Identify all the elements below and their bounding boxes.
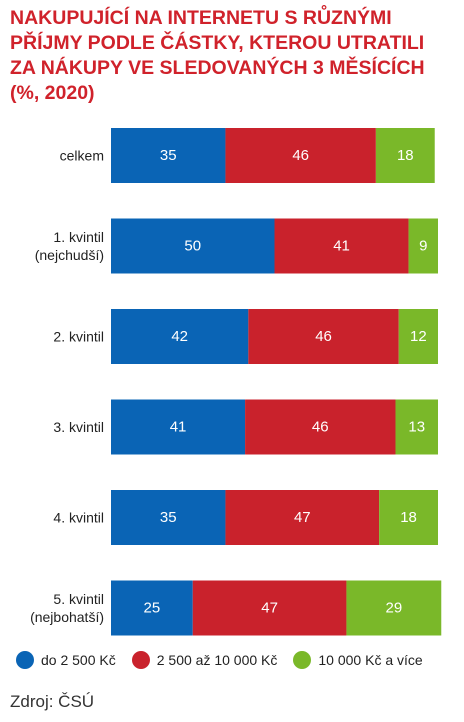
data-label: 41 bbox=[170, 419, 187, 436]
category-label: (nejchudší) bbox=[35, 247, 104, 263]
data-label: 18 bbox=[397, 147, 414, 164]
data-label: 12 bbox=[410, 328, 427, 345]
legend-label: 2 500 až 10 000 Kč bbox=[156, 652, 278, 668]
data-label: 9 bbox=[419, 238, 427, 255]
chart-title-line: (%, 2020) bbox=[10, 82, 95, 104]
category-label: 4. kvintil bbox=[53, 510, 104, 526]
bar-segment bbox=[346, 580, 442, 636]
bar-segment bbox=[375, 128, 435, 183]
chart-title: NAKUPUJÍCÍ NA INTERNETU S RŮZNÝMI PŘÍJMY… bbox=[10, 6, 450, 106]
chart-title-line: ZA NÁKUPY VE SLEDOVANÝCH 3 MĚSÍCÍCH bbox=[10, 57, 425, 79]
legend: do 2 500 Kč 2 500 až 10 000 Kč 10 000 Kč… bbox=[16, 651, 423, 669]
bar-segment bbox=[192, 580, 347, 636]
data-label: 35 bbox=[160, 147, 177, 164]
bar-segment bbox=[111, 580, 193, 636]
chart-title-line: NAKUPUJÍCÍ NA INTERNETU S RŮZNÝMI bbox=[10, 7, 392, 29]
data-label: 29 bbox=[386, 600, 403, 617]
data-label: 47 bbox=[261, 600, 278, 617]
data-label: 46 bbox=[292, 147, 309, 164]
data-label: 13 bbox=[408, 419, 425, 436]
data-label: 35 bbox=[160, 509, 177, 526]
category-label: 3. kvintil bbox=[53, 419, 104, 435]
data-label: 18 bbox=[400, 509, 417, 526]
source-note: Zdroj: ČSÚ bbox=[10, 692, 95, 711]
bar-segment bbox=[379, 490, 438, 545]
bar-segment bbox=[111, 128, 226, 183]
legend-swatch bbox=[16, 651, 34, 669]
bar-segment bbox=[111, 399, 246, 455]
bar-segment bbox=[408, 218, 438, 274]
legend-label: do 2 500 Kč bbox=[41, 652, 116, 668]
category-label: (nejbohatší) bbox=[30, 609, 104, 625]
legend-swatch bbox=[293, 651, 312, 669]
data-label: 50 bbox=[184, 238, 201, 255]
bar-segment bbox=[111, 309, 249, 364]
data-label: 41 bbox=[333, 238, 350, 255]
data-label: 42 bbox=[171, 328, 188, 345]
bar-segment bbox=[248, 309, 399, 364]
chart-title-line: PŘÍJMY PODLE ČÁSTKY, KTEROU UTRATILI bbox=[10, 32, 425, 54]
legend-item-low: do 2 500 Kč bbox=[16, 651, 116, 669]
category-label: 2. kvintil bbox=[53, 329, 104, 345]
data-label: 47 bbox=[294, 509, 311, 526]
bar-segment bbox=[398, 309, 438, 364]
data-label: 46 bbox=[315, 328, 332, 345]
data-label: 46 bbox=[312, 419, 329, 436]
category-label: celkem bbox=[60, 148, 104, 164]
bar-segment bbox=[225, 490, 380, 545]
bar-segment bbox=[395, 399, 438, 455]
bar-segment bbox=[225, 128, 376, 183]
legend-item-high: 10 000 Kč a více bbox=[293, 651, 423, 669]
bar-segment bbox=[274, 218, 409, 274]
bar-segment bbox=[111, 218, 275, 274]
legend-item-mid: 2 500 až 10 000 Kč bbox=[131, 651, 278, 669]
data-label: 25 bbox=[144, 600, 161, 617]
category-label: 1. kvintil bbox=[53, 229, 104, 245]
category-label: 5. kvintil bbox=[53, 591, 104, 607]
bar-segment bbox=[245, 399, 396, 455]
legend-swatch bbox=[131, 651, 150, 669]
legend-label: 10 000 Kč a více bbox=[318, 652, 423, 668]
bar-segment bbox=[111, 490, 226, 545]
